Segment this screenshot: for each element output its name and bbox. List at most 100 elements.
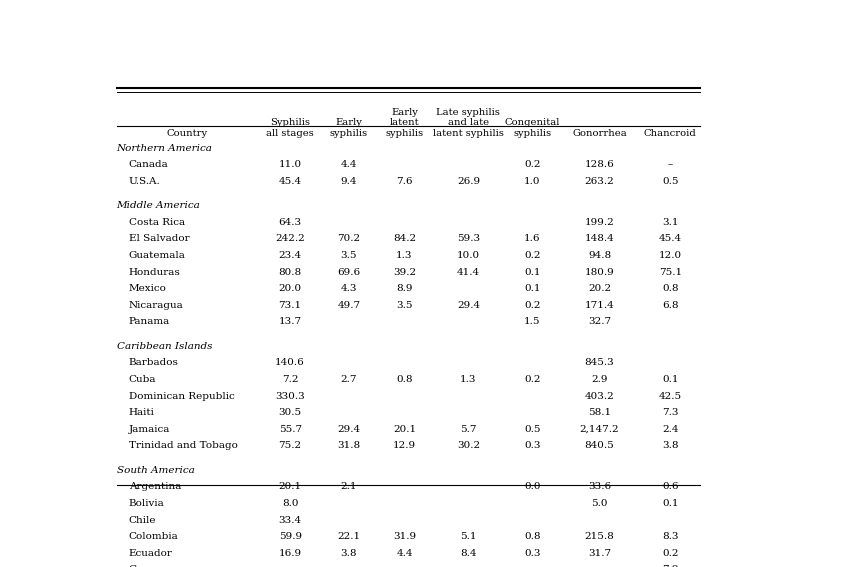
Text: 5.7: 5.7 (460, 425, 477, 434)
Text: 3.1: 3.1 (662, 218, 679, 227)
Text: 41.4: 41.4 (457, 268, 480, 277)
Text: 31.9: 31.9 (393, 532, 416, 541)
Text: 20.2: 20.2 (588, 284, 611, 293)
Text: Syphilis
all stages: Syphilis all stages (266, 119, 314, 138)
Text: Barbados: Barbados (128, 358, 179, 367)
Text: 7.9: 7.9 (662, 565, 679, 567)
Text: 0.0: 0.0 (524, 483, 541, 492)
Text: Jamaica: Jamaica (128, 425, 170, 434)
Text: 2.7: 2.7 (341, 375, 358, 384)
Text: 30.5: 30.5 (279, 408, 302, 417)
Text: Honduras: Honduras (128, 268, 181, 277)
Text: 0.8: 0.8 (662, 284, 679, 293)
Text: 59.3: 59.3 (457, 234, 480, 243)
Text: Northern America: Northern America (116, 143, 213, 153)
Text: 0.8: 0.8 (396, 375, 413, 384)
Text: Caribbean Islands: Caribbean Islands (116, 342, 212, 351)
Text: 64.3: 64.3 (279, 218, 302, 227)
Text: 33.6: 33.6 (588, 483, 611, 492)
Text: 26.9: 26.9 (457, 177, 480, 186)
Text: Cuba: Cuba (128, 375, 156, 384)
Text: 263.2: 263.2 (585, 177, 615, 186)
Text: 1.3: 1.3 (396, 251, 413, 260)
Text: Mexico: Mexico (128, 284, 167, 293)
Text: Chile: Chile (128, 515, 156, 524)
Text: 29.4: 29.4 (457, 301, 480, 310)
Text: Colombia: Colombia (128, 532, 179, 541)
Text: 4.4: 4.4 (341, 160, 358, 169)
Text: 0.2: 0.2 (524, 301, 541, 310)
Text: 30.2: 30.2 (457, 441, 480, 450)
Text: 0.1: 0.1 (662, 375, 679, 384)
Text: 845.3: 845.3 (585, 358, 615, 367)
Text: 0.3: 0.3 (524, 549, 541, 558)
Text: 55.7: 55.7 (279, 425, 302, 434)
Text: Argentina: Argentina (128, 483, 181, 492)
Text: Gonorrhea: Gonorrhea (572, 129, 627, 138)
Text: Chancroid: Chancroid (644, 129, 697, 138)
Text: 80.8: 80.8 (279, 268, 302, 277)
Text: 330.3: 330.3 (275, 392, 305, 400)
Text: 16.9: 16.9 (279, 549, 302, 558)
Text: 8.0: 8.0 (282, 499, 299, 508)
Text: 2.9: 2.9 (591, 375, 608, 384)
Text: 2.4: 2.4 (662, 425, 679, 434)
Text: 7.3: 7.3 (662, 408, 679, 417)
Text: 5.1: 5.1 (460, 532, 477, 541)
Text: 3.8: 3.8 (662, 441, 679, 450)
Text: Country: Country (167, 129, 207, 138)
Text: 3.5: 3.5 (341, 251, 358, 260)
Text: 1.0: 1.0 (524, 177, 541, 186)
Text: 23.4: 23.4 (279, 251, 302, 260)
Text: 4.4: 4.4 (396, 549, 413, 558)
Text: 0.2: 0.2 (524, 160, 541, 169)
Text: 58.1: 58.1 (588, 408, 611, 417)
Text: 70.2: 70.2 (338, 234, 360, 243)
Text: 32.7: 32.7 (588, 318, 611, 327)
Text: Middle America: Middle America (116, 201, 201, 210)
Text: Trinidad and Tobago: Trinidad and Tobago (128, 441, 238, 450)
Text: 0.2: 0.2 (524, 251, 541, 260)
Text: 0.1: 0.1 (524, 268, 541, 277)
Text: 10.0: 10.0 (457, 251, 480, 260)
Text: 33.4: 33.4 (279, 515, 302, 524)
Text: 199.2: 199.2 (585, 218, 615, 227)
Text: 42.5: 42.5 (659, 392, 681, 400)
Text: 0.3: 0.3 (524, 441, 541, 450)
Text: 69.6: 69.6 (338, 268, 360, 277)
Text: 4.3: 4.3 (341, 284, 358, 293)
Text: 45.4: 45.4 (659, 234, 681, 243)
Text: 39.2: 39.2 (393, 268, 416, 277)
Text: Early
syphilis: Early syphilis (330, 119, 368, 138)
Text: 22.1: 22.1 (338, 532, 360, 541)
Text: 59.9: 59.9 (279, 532, 302, 541)
Text: 7.2: 7.2 (282, 375, 299, 384)
Text: 8.4: 8.4 (460, 549, 477, 558)
Text: Haiti: Haiti (128, 408, 155, 417)
Text: 84.2: 84.2 (393, 234, 416, 243)
Text: 128.6: 128.6 (585, 160, 615, 169)
Text: Bolivia: Bolivia (128, 499, 164, 508)
Text: 242.2: 242.2 (275, 234, 305, 243)
Text: –: – (667, 160, 673, 169)
Text: 29.4: 29.4 (338, 425, 360, 434)
Text: Canada: Canada (128, 160, 168, 169)
Text: South America: South America (116, 466, 194, 475)
Text: 20.1: 20.1 (279, 483, 302, 492)
Text: 6.8: 6.8 (662, 301, 679, 310)
Text: 0.5: 0.5 (662, 177, 679, 186)
Text: U.S.A.: U.S.A. (128, 177, 161, 186)
Text: Panama: Panama (128, 318, 170, 327)
Text: 215.8: 215.8 (585, 532, 615, 541)
Text: 148.4: 148.4 (585, 234, 615, 243)
Text: 73.1: 73.1 (279, 301, 302, 310)
Text: Dominican Republic: Dominican Republic (128, 392, 234, 400)
Text: 180.9: 180.9 (585, 268, 615, 277)
Text: 20.0: 20.0 (279, 284, 302, 293)
Text: 5.0: 5.0 (591, 499, 608, 508)
Text: Early
latent
syphilis: Early latent syphilis (385, 108, 424, 138)
Text: 0.1: 0.1 (662, 499, 679, 508)
Text: 31.8: 31.8 (338, 441, 360, 450)
Text: Guyana: Guyana (128, 565, 168, 567)
Text: 3.8: 3.8 (341, 549, 358, 558)
